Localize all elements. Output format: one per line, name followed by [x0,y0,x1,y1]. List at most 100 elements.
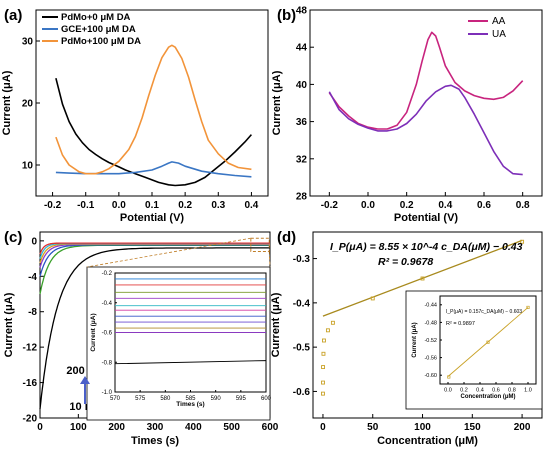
x-tick-label: 1.0 [524,388,532,394]
x-tick-label: 600 [262,422,279,433]
y-axis-label: Current (μA) [412,322,418,357]
fit-line [322,239,523,317]
data-point-7 [370,296,375,301]
data-point-3 [321,351,326,356]
x-tick-label: 0.3 [211,200,225,211]
x-tick-label: 590 [211,396,222,402]
series-line-2 [55,44,252,175]
y-tick-label: -0.6 [293,387,311,398]
plot-frame [309,9,543,197]
x-tick-label: 595 [236,396,247,402]
y-tick-label: -0.52 [424,338,437,344]
data-point-4 [322,338,326,343]
data-point-0 [321,391,325,396]
data-point-6 [330,320,335,325]
y-axis-label: Current (μA) [3,292,15,357]
x-tick-label: 150 [464,422,481,433]
panel-label-b: (b) [277,7,296,24]
y-axis-label: Current (μA) [90,313,97,351]
y-tick-label: -0.48 [424,320,437,326]
x-tick-label: 0.2 [178,200,192,211]
y-tick-label: -4 [28,272,37,283]
y-tick-label: 44 [296,43,308,54]
data-point-8 [420,276,425,281]
x-axis-label: Times (s) [176,401,204,408]
y-axis-label: Current (μA) [1,70,13,135]
x-axis-label: Concentration (μM) [377,435,478,447]
plot-frame [35,9,269,197]
x-tick-label: 0.0 [361,200,375,211]
x-tick-label: 0.8 [516,200,530,211]
x-tick-label: 0.0 [444,388,452,394]
y-tick-label: -16 [23,378,38,389]
series-line-1 [328,84,523,176]
x-tick-label: 0.2 [460,388,468,394]
y-tick-label: -0.4 [102,301,113,307]
x-tick-label: 500 [223,422,240,433]
plot-frame [439,295,537,385]
y-tick-label: -0.8 [102,360,113,366]
inset-fit-r-squared: R² = 0.9897 [446,321,475,327]
y-tick-label: -12 [23,343,38,354]
x-tick-label: 0.4 [476,388,484,394]
panel-label-d: (d) [277,229,296,246]
x-tick-label: 300 [147,422,164,433]
data-point-9 [520,239,525,244]
y-tick-label: -1.0 [102,390,113,396]
current-trace-0 [39,247,270,410]
y-tick-label: 30 [22,37,34,48]
x-axis-label: Potential (V) [120,212,185,224]
series-line-0 [328,31,524,130]
y-tick-label: 32 [296,154,308,165]
x-tick-label: 0.1 [145,200,159,211]
x-tick-label: 0 [320,422,326,433]
fit-r-squared: R² = 0.9678 [378,256,433,268]
y-tick-label: 36 [296,117,308,128]
y-tick-label: -0.56 [424,356,437,362]
y-tick-label: -0.44 [424,303,437,309]
y-tick-label: -0.5 [293,343,311,354]
y-tick-label: -0.4 [293,298,311,309]
y-tick-label: -0.6 [102,331,113,337]
inset-data-point-1 [486,340,490,344]
x-axis-label: Times (s) [131,435,179,447]
y-tick-label: -0.3 [293,254,311,265]
y-tick-label: 40 [296,80,308,91]
x-tick-label: 0.6 [492,388,500,394]
x-tick-label: 0.4 [438,200,452,211]
arrow-head [80,376,90,384]
inset-trace-10 [114,360,267,365]
x-axis-label: Potential (V) [394,212,459,224]
legend-label: PdMo+100 μM DA [61,36,141,47]
legend-label: GCE+100 μM DA [61,24,136,35]
inset-background [405,290,543,410]
y-tick-label: -8 [28,307,37,318]
inset-fit-equation: I_P(μA) = 0.157c_DA(μM) − 0.603 [446,309,522,315]
panel-label-c: (c) [4,229,22,246]
series-line-0 [55,78,253,187]
y-axis-label: Current (μA) [271,70,283,135]
legend-label: PdMo+0 μM DA [61,12,131,23]
y-tick-label: 0 [31,236,37,247]
x-axis-label: Concentration (μM) [461,394,516,400]
inset-data-point-0 [447,375,451,379]
x-tick-label: 585 [185,396,196,402]
x-tick-label: 200 [108,422,125,433]
y-tick-label: 20 [22,99,34,110]
y-tick-label: 48 [296,6,308,17]
legend-label: UA [492,29,506,40]
zoom-region [250,237,270,252]
y-tick-label: -20 [23,414,38,425]
inset-fit-line [447,307,529,377]
x-tick-label: 0.8 [508,388,516,394]
x-tick-label: 580 [160,396,171,402]
x-tick-label: 570 [110,396,121,402]
x-tick-label: 200 [514,422,531,433]
x-tick-label: 100 [70,422,87,433]
x-tick-label: -0.2 [44,200,62,211]
x-tick-label: 600 [261,396,272,402]
y-tick-label: -0.2 [102,271,113,277]
x-tick-label: 100 [414,422,431,433]
x-tick-label: -0.2 [321,200,339,211]
